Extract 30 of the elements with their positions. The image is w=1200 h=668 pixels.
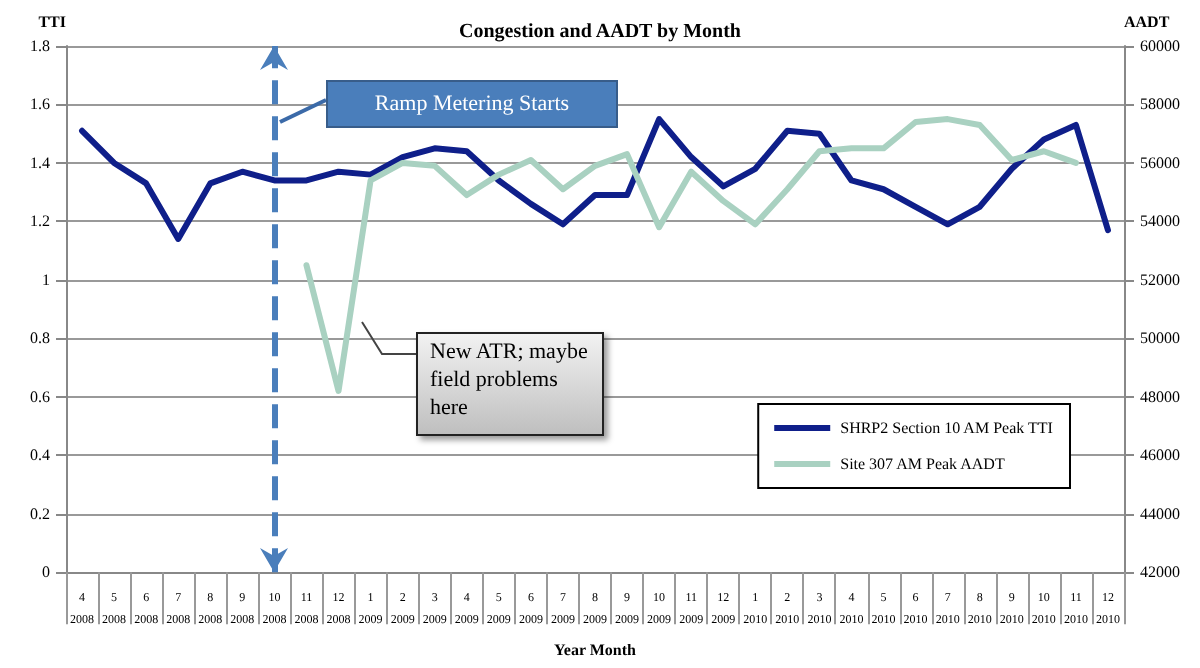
y2-tick-label: 42000 [1140,563,1180,582]
x-axis-title: Year Month [554,641,638,659]
legend-label: SHRP2 Section 10 AM Peak TTI [840,419,1054,437]
y2-tick-label: 50000 [1140,329,1180,348]
y2-tick-label: 54000 [1140,212,1180,231]
y-tick-label: 0.4 [30,446,50,465]
y-axis-title: TTI [38,13,66,31]
y-tick-label: 1 [42,270,50,289]
annotation: Ramp Metering Starts [326,80,618,128]
y2-tick-label: 52000 [1140,270,1180,289]
y2-axis-title: AADT [1124,13,1171,31]
chart-title: Congestion and AADT by Month [459,21,742,43]
legend-label: Site 307 AM Peak AADT [840,455,1005,473]
line-series [79,116,1111,242]
y-tick-label: 1.8 [30,37,50,55]
y2-tick-label: 56000 [1140,153,1180,172]
y-tick-label: 0 [42,563,50,582]
y2-tick-label: 44000 [1140,504,1180,523]
y-tick-label: 0.2 [30,504,50,523]
y2-tick-label: 60000 [1140,37,1180,55]
y2-tick-label: 48000 [1140,387,1180,406]
y-tick-label: 1.2 [30,212,50,231]
y2-tick-label: 46000 [1140,446,1180,465]
y2-tick-label: 58000 [1140,95,1180,114]
annotation: New ATR; maybe field problems here [416,332,604,436]
y-tick-label: 0.8 [30,329,50,348]
y-tick-label: 0.6 [30,387,50,406]
y-tick-label: 1.6 [30,95,50,114]
y-tick-label: 1.4 [30,153,50,172]
line-series [303,116,1079,394]
